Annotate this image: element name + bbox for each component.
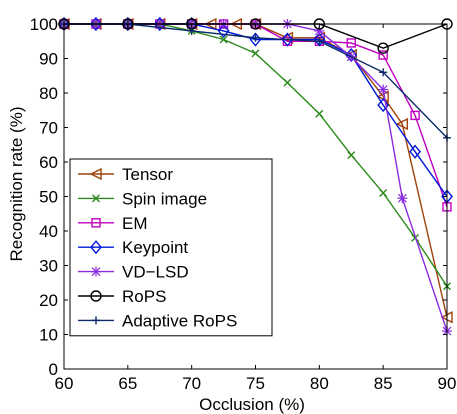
y-tick-label: 80	[39, 84, 58, 103]
data-point-keypoint	[121, 16, 134, 32]
y-tick-label: 50	[39, 188, 58, 207]
data-point-keypoint	[377, 97, 390, 113]
x-tick-label: 65	[118, 374, 137, 393]
x-tick-label: 75	[246, 374, 265, 393]
data-point-spin-image	[347, 151, 356, 160]
data-point-em	[410, 110, 420, 121]
legend: Tensor Spin image EM Keypoint VD−LSD RoPS Adap…	[69, 158, 273, 337]
legend-label-spin-image: Spin image	[122, 189, 207, 208]
x-axis-label: Occlusion (%)	[199, 395, 305, 414]
data-point-spin-image-stroke	[347, 151, 356, 160]
data-point-spin-image	[251, 49, 260, 58]
y-tick-label: 30	[39, 257, 58, 276]
legend-entry-adaptive-rops: Adaptive RoPS	[78, 311, 237, 330]
data-point-keypoint	[409, 144, 421, 159]
legend-label-adaptive-rops: Adaptive RoPS	[122, 311, 237, 330]
data-point-spin-image	[315, 109, 324, 118]
y-tick-label: 60	[39, 153, 58, 172]
data-point-spin-image	[379, 189, 388, 198]
legend-label-rops: RoPS	[122, 287, 166, 306]
data-point-tensor	[395, 117, 409, 131]
legend-marker-adaptive-rops	[92, 316, 100, 325]
data-point-spin-image-stroke	[283, 78, 292, 87]
data-point-keypoint	[90, 16, 102, 32]
data-point-adaptive-rops	[379, 68, 388, 77]
y-tick-label: 100	[30, 15, 58, 34]
data-point-adaptive-rops	[187, 26, 196, 35]
x-tick-label: 90	[438, 374, 457, 393]
data-point-adaptive-rops	[251, 33, 260, 42]
y-tick-label: 70	[39, 119, 58, 138]
data-point-rops	[377, 42, 389, 54]
legend-marker-vd-lsd	[91, 266, 101, 277]
plot-frame	[63, 23, 448, 370]
legend-marker-tensor	[89, 167, 102, 181]
legend-entry-tensor: Tensor	[78, 165, 173, 184]
y-tick-label: 10	[39, 326, 58, 345]
data-point-spin-image-stroke	[315, 109, 324, 118]
data-point-keypoint	[153, 16, 166, 32]
axes-layer: 60 65 70 75 80 85 90 0 10 20 30 40 50 60 70 80 90 100	[30, 15, 457, 393]
legend-entry-em: EM	[78, 214, 148, 233]
data-point-keypoint	[281, 32, 294, 47]
y-tick-label: 20	[39, 291, 58, 310]
legend-entry-spin-image: Spin image	[78, 189, 207, 208]
legend-marker-spin-image	[92, 194, 100, 203]
data-point-spin-image-stroke	[219, 35, 228, 44]
x-tick-label: 80	[310, 374, 329, 393]
legend-marker-keypoint	[90, 240, 102, 255]
legend-label-tensor: Tensor	[122, 165, 173, 184]
data-point-spin-image-stroke	[379, 189, 388, 198]
legend-marker-em	[91, 218, 101, 228]
data-point-spin-image	[283, 78, 292, 87]
legend-label-keypoint: Keypoint	[122, 238, 188, 257]
x-tick-label: 70	[182, 374, 201, 393]
data-point-adaptive-rops	[315, 37, 324, 46]
x-tick-label: 60	[55, 374, 74, 393]
data-point-em	[378, 50, 388, 60]
legend-entry-keypoint: Keypoint	[78, 238, 188, 257]
legend-entry-vd-lsd: VD−LSD	[78, 263, 189, 282]
data-point-keypoint	[313, 32, 326, 47]
data-point-keypoint	[217, 23, 230, 38]
data-point-vd-lsd	[378, 84, 389, 95]
legend-label-em: EM	[122, 214, 148, 233]
x-tick-label: 85	[374, 374, 393, 393]
data-point-tensor	[280, 31, 294, 44]
y-tick-label: 90	[39, 50, 58, 69]
data-point-spin-image	[219, 35, 228, 44]
y-tick-label: 40	[39, 222, 58, 241]
data-point-em	[346, 38, 356, 48]
legend-entry-rops: RoPS	[78, 287, 166, 306]
legend-marker-rops	[90, 290, 102, 302]
data-point-spin-image-stroke	[251, 49, 260, 58]
data-point-vd-lsd	[397, 193, 408, 204]
legend-marker-spin-image-stroke	[92, 194, 100, 203]
y-tick-label: 0	[49, 360, 58, 379]
y-axis-label: Recognition rate (%)	[7, 107, 26, 262]
legend-label-vd-lsd: VD−LSD	[122, 263, 189, 282]
